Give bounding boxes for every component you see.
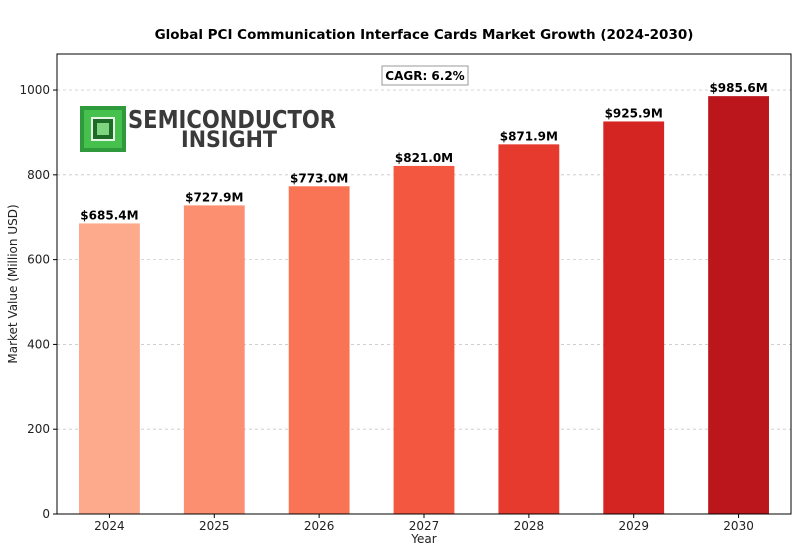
bar-2030 — [708, 96, 769, 514]
bar-2028 — [498, 144, 560, 514]
bar-2026 — [288, 186, 350, 515]
chart-title: Global PCI Communication Interface Cards… — [155, 27, 694, 43]
bar-2024 — [79, 223, 140, 515]
logo: SEMICONDUCTOR INSIGHT — [80, 105, 336, 153]
x-tick-label: 2030 — [723, 519, 754, 533]
y-tick-label: 400 — [27, 337, 50, 351]
data-label-2025: $727.9M — [185, 190, 243, 204]
cagr-box — [381, 65, 469, 86]
y-tick-label: 1000 — [19, 83, 50, 97]
chip-icon — [80, 106, 126, 152]
x-axis-label: Year — [410, 532, 436, 546]
bar-2025 — [183, 205, 245, 515]
x-tick-label: 2025 — [199, 519, 230, 533]
x-axis-ticks: 2024 2025 2026 2027 2028 2029 2030 — [94, 514, 754, 533]
data-label-2024: $685.4M — [80, 208, 138, 222]
data-label-2028: $871.9M — [500, 129, 558, 143]
y-tick-label: 0 — [42, 507, 50, 521]
data-label-2030: $985.6M — [709, 81, 767, 95]
y-axis-ticks: 0 200 400 600 800 1000 — [19, 83, 57, 521]
data-label-2029: $925.9M — [605, 106, 663, 120]
bars — [79, 96, 769, 515]
cagr-annotation: CAGR: 6.2% — [381, 65, 469, 86]
logo-line2: INSIGHT — [181, 128, 277, 153]
bar-2027 — [393, 165, 455, 514]
y-axis-label: Market Value (Million USD) — [6, 204, 20, 363]
x-tick-label: 2028 — [514, 519, 545, 533]
y-tick-label: 800 — [27, 168, 50, 182]
data-labels: $685.4M $727.9M $773.0M $821.0M $871.9M $925.… — [80, 81, 767, 222]
y-tick-label: 600 — [27, 253, 50, 267]
bar-2029 — [603, 121, 665, 514]
x-tick-label: 2029 — [618, 519, 649, 533]
x-tick-label: 2024 — [94, 519, 125, 533]
logo-line1: SEMICONDUCTOR — [128, 105, 336, 134]
cagr-text: CAGR: 6.2% — [385, 69, 464, 83]
y-tick-label: 200 — [27, 422, 50, 436]
x-tick-label: 2027 — [409, 519, 440, 533]
x-tick-label: 2026 — [304, 519, 335, 533]
data-label-2026: $773.0M — [290, 171, 348, 185]
data-label-2027: $821.0M — [395, 151, 453, 165]
